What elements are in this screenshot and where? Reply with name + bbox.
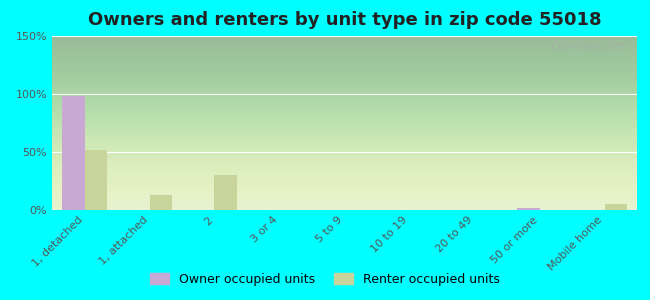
Text: City-Data.com: City-Data.com [551, 41, 625, 51]
Bar [214, 175, 237, 210]
Legend: Owner occupied units, Renter occupied units: Owner occupied units, Renter occupied un… [146, 268, 504, 291]
Bar [84, 150, 107, 210]
Bar [62, 96, 84, 210]
Title: Owners and renters by unit type in zip code 55018: Owners and renters by unit type in zip c… [88, 11, 601, 29]
Bar [604, 204, 627, 210]
Bar [517, 208, 540, 210]
Bar [150, 195, 172, 210]
